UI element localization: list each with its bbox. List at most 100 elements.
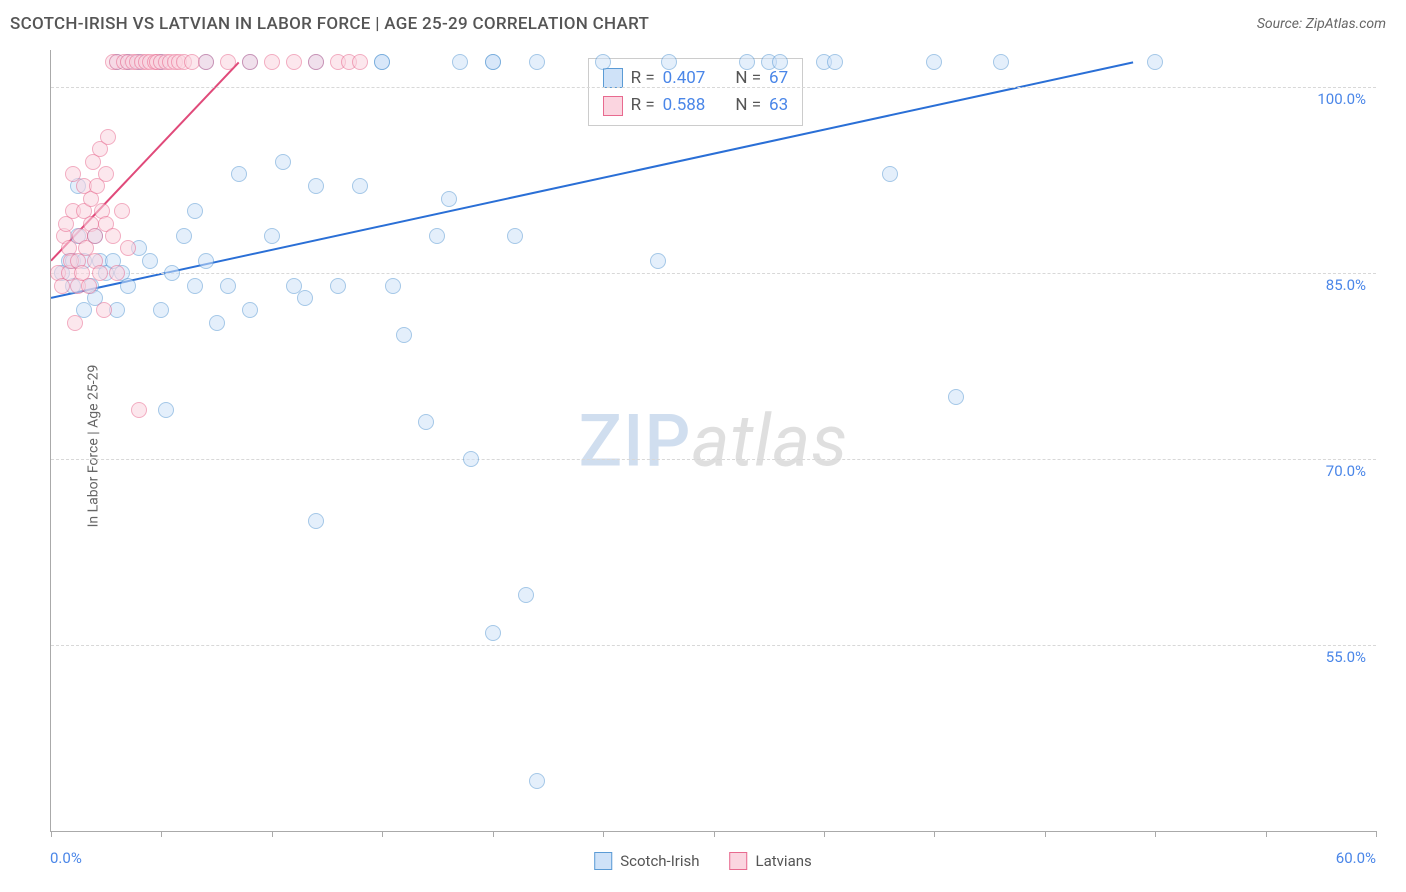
scatter-point — [153, 302, 169, 318]
scatter-point — [518, 587, 534, 603]
legend-item: Scotch-Irish — [594, 852, 699, 870]
scatter-point — [308, 178, 324, 194]
watermark: ZIPatlas — [579, 398, 849, 483]
scatter-point — [242, 54, 258, 70]
scatter-point — [105, 228, 121, 244]
stats-n-value: 63 — [769, 92, 788, 119]
scatter-point — [96, 302, 112, 318]
x-axis-max-label: 60.0% — [1336, 849, 1376, 867]
scatter-point — [92, 265, 108, 281]
trend-lines — [51, 50, 1376, 831]
scatter-point — [948, 389, 964, 405]
legend: Scotch-Irish Latvians — [594, 852, 812, 870]
scatter-point — [187, 203, 203, 219]
stats-r-value: 0.588 — [663, 92, 706, 119]
scatter-point — [98, 166, 114, 182]
scatter-point — [264, 228, 280, 244]
x-tick — [161, 831, 162, 837]
x-tick — [714, 831, 715, 837]
scatter-point — [198, 54, 214, 70]
scatter-point — [158, 402, 174, 418]
scatter-point — [485, 625, 501, 641]
scatter-point — [661, 54, 677, 70]
scatter-point — [220, 278, 236, 294]
scatter-point — [308, 513, 324, 529]
x-tick — [382, 831, 383, 837]
legend-item: Latvians — [730, 852, 812, 870]
scatter-point — [352, 54, 368, 70]
x-tick — [493, 831, 494, 837]
x-tick — [824, 831, 825, 837]
x-tick — [934, 831, 935, 837]
stats-swatch — [603, 68, 623, 88]
scatter-point — [87, 228, 103, 244]
scatter-point — [441, 191, 457, 207]
x-axis-min-label: 0.0% — [50, 849, 82, 867]
scatter-point — [198, 253, 214, 269]
scatter-point — [67, 315, 83, 331]
x-tick — [272, 831, 273, 837]
y-tick-label: 55.0% — [1326, 648, 1366, 666]
scatter-point — [882, 166, 898, 182]
legend-label: Latvians — [756, 852, 812, 870]
legend-label: Scotch-Irish — [620, 852, 699, 870]
scatter-point — [463, 451, 479, 467]
x-tick — [1045, 831, 1046, 837]
x-tick — [603, 831, 604, 837]
scatter-point — [109, 265, 125, 281]
scatter-point — [264, 54, 280, 70]
scatter-point — [308, 54, 324, 70]
scatter-point — [595, 54, 611, 70]
scatter-point — [418, 414, 434, 430]
scatter-point — [529, 54, 545, 70]
scatter-point — [429, 228, 445, 244]
gridline — [51, 645, 1376, 646]
scatter-point — [385, 278, 401, 294]
scatter-point — [993, 54, 1009, 70]
scatter-point — [120, 278, 136, 294]
scatter-point — [507, 228, 523, 244]
x-tick — [1376, 831, 1377, 837]
chart-plot-area: ZIPatlas R =0.407N =67R =0.588N =63 100.… — [50, 50, 1376, 832]
scatter-point — [396, 327, 412, 343]
stats-n-label: N = — [735, 92, 761, 119]
stats-row: R = 0.588 N = 63 — [603, 92, 789, 119]
y-tick-label: 70.0% — [1326, 462, 1366, 480]
scatter-point — [297, 290, 313, 306]
legend-swatch — [594, 852, 612, 870]
scatter-point — [81, 278, 97, 294]
scatter-point — [650, 253, 666, 269]
scatter-point — [131, 402, 147, 418]
scatter-point — [114, 203, 130, 219]
scatter-point — [187, 278, 203, 294]
scatter-point — [286, 54, 302, 70]
watermark-atlas: atlas — [691, 398, 848, 483]
watermark-zip: ZIP — [579, 398, 692, 483]
scatter-point — [352, 178, 368, 194]
scatter-point — [176, 228, 192, 244]
scatter-point — [231, 166, 247, 182]
stats-r-label: R = — [631, 92, 655, 119]
scatter-point — [120, 240, 136, 256]
stats-swatch — [603, 96, 623, 116]
scatter-point — [739, 54, 755, 70]
scatter-point — [275, 154, 291, 170]
scatter-point — [1147, 54, 1163, 70]
scatter-point — [242, 302, 258, 318]
x-tick — [1155, 831, 1156, 837]
source-label: Source: ZipAtlas.com — [1257, 16, 1386, 32]
scatter-point — [330, 278, 346, 294]
y-tick-label: 100.0% — [1317, 90, 1366, 108]
scatter-point — [827, 54, 843, 70]
scatter-point — [529, 773, 545, 789]
chart-title: SCOTCH-IRISH VS LATVIAN IN LABOR FORCE |… — [10, 14, 649, 34]
scatter-point — [374, 54, 390, 70]
legend-swatch — [730, 852, 748, 870]
gridline — [51, 459, 1376, 460]
scatter-point — [220, 54, 236, 70]
scatter-point — [485, 54, 501, 70]
scatter-point — [100, 129, 116, 145]
scatter-point — [142, 253, 158, 269]
gridline — [51, 87, 1376, 88]
gridline — [51, 273, 1376, 274]
